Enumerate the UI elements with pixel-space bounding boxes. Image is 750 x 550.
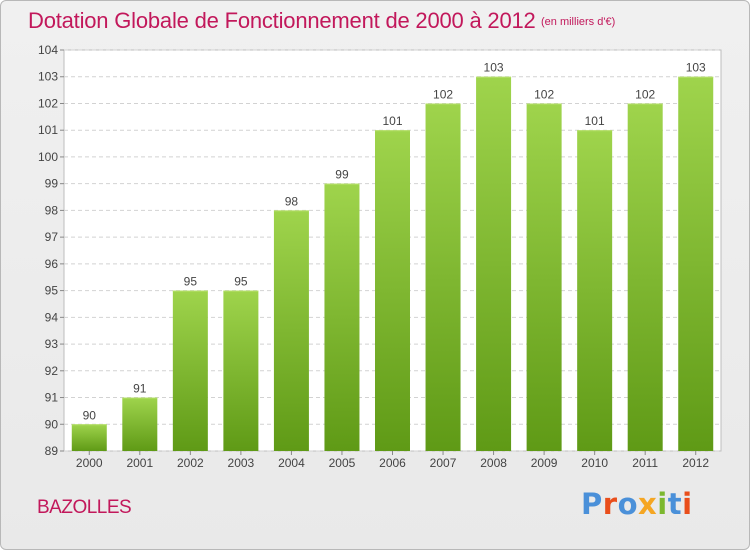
y-tick-label: 100: [38, 150, 58, 164]
y-tick-label: 94: [45, 310, 59, 324]
data-label: 103: [686, 61, 706, 75]
data-label: 90: [83, 408, 97, 422]
bar-2003: [223, 290, 259, 451]
x-tick-label: 2000: [76, 456, 103, 470]
data-label: 95: [234, 275, 248, 289]
y-tick-label: 92: [45, 364, 59, 378]
x-tick-label: 2002: [177, 456, 204, 470]
y-tick-label: 99: [45, 177, 59, 191]
data-label: 95: [184, 275, 198, 289]
data-label: 102: [635, 87, 655, 101]
logo-letter: P: [581, 487, 603, 521]
bar-2011: [627, 103, 663, 451]
x-tick-label: 2005: [329, 456, 356, 470]
logo-letter: i: [682, 487, 693, 521]
proxiti-logo: Proxiti: [581, 487, 693, 521]
data-label: 98: [285, 194, 299, 208]
bars: [71, 76, 714, 451]
y-tick-label: 98: [45, 203, 59, 217]
x-tick-label: 2008: [480, 456, 507, 470]
y-tick-label: 104: [38, 43, 58, 57]
bar-2008: [476, 76, 512, 451]
x-tick-label: 2007: [430, 456, 457, 470]
y-tick-label: 96: [45, 257, 59, 271]
bar-2004: [273, 210, 309, 451]
x-tick-label: 2004: [278, 456, 305, 470]
bar-2009: [526, 103, 562, 451]
y-tick-label: 93: [45, 337, 59, 351]
logo-letter: r: [602, 487, 618, 521]
bar-2006: [375, 130, 410, 451]
bar-2001: [122, 397, 158, 451]
x-tick-label: 2011: [632, 456, 658, 470]
data-label: 91: [133, 382, 147, 396]
data-label: 99: [335, 168, 349, 182]
x-axis: 2000 2001 2002 2003 2004 2005 2006 2007 2008 2009…: [76, 451, 709, 470]
chart-title: Dotation Globale de Fonctionnement de 20…: [28, 8, 536, 33]
bar-2012: [678, 76, 714, 451]
y-tick-label: 90: [45, 417, 59, 431]
logo-letter: o: [617, 487, 639, 521]
data-label: 101: [585, 114, 605, 128]
logo-letter: t: [667, 487, 683, 521]
x-tick-label: 2006: [379, 456, 406, 470]
x-tick-label: 2010: [581, 456, 608, 470]
y-tick-label: 101: [38, 123, 58, 137]
bar-2000: [71, 424, 107, 451]
y-axis: 89 90 91 92 93 94 95 96 97 98 99 100 101 102 103 104: [38, 43, 64, 458]
data-label: 102: [433, 87, 453, 101]
bar-2010: [577, 130, 613, 451]
commune-name: BAZOLLES: [37, 497, 132, 518]
x-tick-label: 2001: [126, 456, 153, 470]
y-tick-label: 102: [38, 96, 58, 110]
y-tick-label: 95: [45, 284, 59, 298]
x-tick-label: 2009: [531, 456, 558, 470]
bar-2002: [172, 290, 208, 451]
y-tick-label: 103: [38, 70, 58, 84]
y-tick-label: 97: [45, 230, 59, 244]
x-tick-label: 2012: [682, 456, 709, 470]
bar-2005: [324, 183, 360, 451]
data-label: 102: [534, 87, 554, 101]
data-labels: 90 91 95 95 98 99 101 102 103 102 101 102 103: [83, 61, 706, 423]
y-tick-label: 89: [45, 444, 59, 458]
chart-subtitle: (en milliers d'€): [541, 16, 616, 28]
data-label: 103: [484, 61, 504, 75]
logo-letter: i: [657, 487, 668, 521]
data-label: 101: [382, 114, 402, 128]
x-tick-label: 2003: [228, 456, 255, 470]
y-tick-label: 91: [45, 391, 59, 405]
logo-letter: x: [638, 487, 658, 521]
bar-2007: [425, 103, 461, 451]
